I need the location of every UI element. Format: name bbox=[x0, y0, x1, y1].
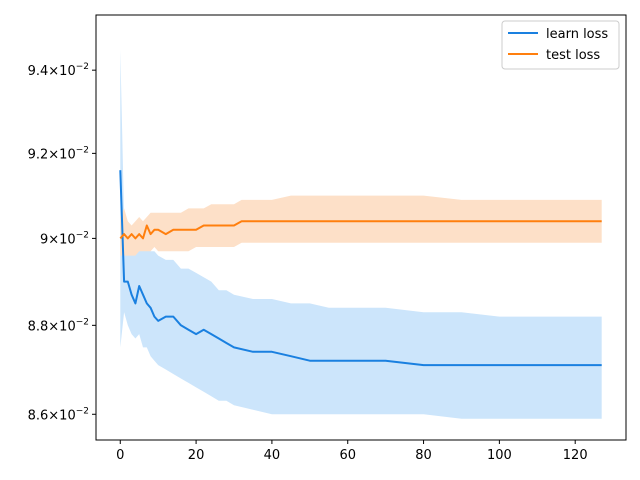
test-loss-band bbox=[120, 195, 602, 256]
y-tick-label: 9.2×10−2 bbox=[28, 145, 89, 162]
x-tick-label: 0 bbox=[116, 448, 124, 463]
y-axis-ticks: 8.6×10−28.8×10−29×10−29.2×10−29.4×10−2 bbox=[28, 62, 96, 423]
x-axis-ticks: 0 20 40 60 80 100 120 bbox=[116, 440, 588, 463]
legend-label-learn-loss: learn loss bbox=[546, 27, 608, 42]
y-tick-label: 9.4×10−2 bbox=[28, 62, 89, 79]
y-tick-label: 8.8×10−2 bbox=[28, 317, 89, 334]
x-tick-label: 100 bbox=[487, 448, 512, 463]
learn-loss-band bbox=[120, 49, 602, 419]
x-tick-label: 20 bbox=[188, 448, 205, 463]
learn-loss-line bbox=[119, 170, 602, 367]
x-tick-label: 60 bbox=[339, 448, 356, 463]
test-loss-line bbox=[119, 220, 602, 240]
plot-frame bbox=[95, 14, 627, 441]
y-tick-label: 8.6×10−2 bbox=[28, 406, 89, 423]
x-tick-label: 40 bbox=[264, 448, 281, 463]
series-lines bbox=[119, 170, 602, 367]
x-tick-label: 120 bbox=[563, 448, 588, 463]
legend: learn loss test loss bbox=[501, 20, 620, 70]
confidence-bands bbox=[120, 49, 602, 419]
x-tick-label: 80 bbox=[415, 448, 432, 463]
legend-label-test-loss: test loss bbox=[546, 48, 600, 63]
